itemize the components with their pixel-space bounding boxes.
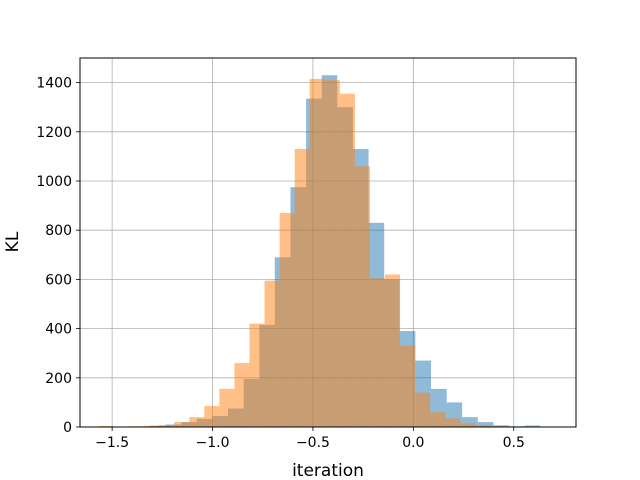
y-tick-label: 400 <box>45 322 72 338</box>
histogram-bar-series-2 <box>354 166 370 428</box>
histogram-bar-series-2 <box>339 93 355 428</box>
histogram-bar-series-2 <box>264 280 280 427</box>
histogram-bar-series-2 <box>219 388 235 427</box>
histogram-bar-series-2 <box>189 417 205 427</box>
y-tick-label: 200 <box>45 371 72 387</box>
histogram-bar-series-2 <box>249 323 265 427</box>
histogram-bar-series-2 <box>309 78 325 427</box>
x-tick-label: −1.5 <box>95 435 129 451</box>
x-axis-ticks: −1.5 −1.0 −0.5 0.0 0.5 <box>95 427 525 451</box>
y-tick-label: 600 <box>45 272 72 288</box>
histogram-bar-series-2 <box>174 422 190 427</box>
histogram-bars <box>98 75 556 428</box>
histogram-bar-series-1 <box>477 422 494 427</box>
x-tick-label: 0.5 <box>503 435 525 451</box>
histogram-bar-series-2 <box>159 425 175 427</box>
histogram-bar-series-2 <box>430 412 446 427</box>
y-tick-label: 1400 <box>36 76 72 92</box>
histogram-bar-series-1 <box>493 425 510 427</box>
histogram-bar-series-2 <box>475 425 491 427</box>
histogram-bar-series-1 <box>462 417 478 427</box>
histogram-bar-series-2 <box>204 406 220 427</box>
x-tick-label: 0.0 <box>402 435 424 451</box>
histogram-bar-series-2 <box>460 423 476 427</box>
histogram-bar-series-2 <box>279 212 295 427</box>
histogram-bar-series-2 <box>144 425 160 427</box>
x-axis-label: iteration <box>292 461 364 480</box>
plot-frame <box>79 57 577 428</box>
y-tick-label: 0 <box>63 420 72 436</box>
histogram-bar-series-2 <box>400 345 416 427</box>
histogram-bar-series-2 <box>294 149 310 427</box>
histogram-bar-series-2 <box>234 363 250 427</box>
x-tick-label: −0.5 <box>296 435 330 451</box>
y-tick-label: 1200 <box>36 125 72 141</box>
histogram-bar-series-2 <box>324 80 340 427</box>
y-tick-label: 1000 <box>36 174 72 190</box>
x-tick-label: −1.0 <box>196 435 230 451</box>
histogram-bar-series-2 <box>369 278 386 427</box>
y-axis-label: KL <box>3 231 23 252</box>
histogram-bar-series-1 <box>524 425 541 427</box>
y-tick-label: 800 <box>45 223 72 239</box>
histogram-bar-series-2 <box>385 274 401 427</box>
y-axis-ticks: 0 200 400 600 800 1000 1200 1400 <box>36 76 80 436</box>
histogram-bar-series-2 <box>415 392 431 427</box>
histogram-bar-series-2 <box>445 418 461 427</box>
